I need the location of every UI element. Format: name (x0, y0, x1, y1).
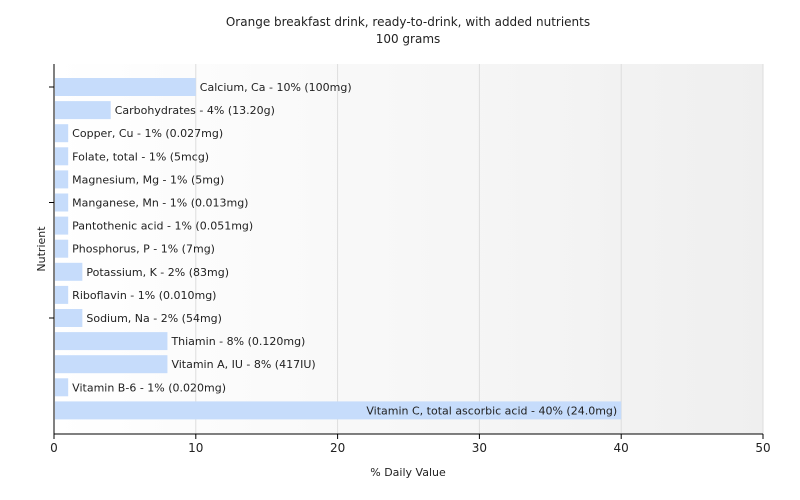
bar-label: Copper, Cu - 1% (0.027mg) (72, 127, 223, 140)
bar-label: Vitamin C, total ascorbic acid - 40% (24… (366, 404, 617, 417)
bar (55, 262, 83, 281)
bar (55, 101, 111, 120)
bar-label: Sodium, Na - 2% (54mg) (86, 312, 222, 325)
bar (55, 355, 168, 374)
bar-label: Carbohydrates - 4% (13.20g) (115, 104, 275, 117)
bar-label: Pantothenic acid - 1% (0.051mg) (72, 220, 253, 233)
chart-subtitle: 100 grams (375, 32, 441, 46)
bar (55, 239, 69, 258)
bar (55, 193, 69, 212)
bar (55, 285, 69, 304)
bar (55, 78, 196, 96)
bars: Calcium, Ca - 10% (100mg) Carbohydrates -… (55, 78, 622, 420)
plot-background (54, 64, 763, 434)
bar-label: Vitamin B-6 - 1% (0.020mg) (72, 381, 226, 394)
bar (55, 216, 69, 235)
chart-title: Orange breakfast drink, ready-to-drink, … (0, 14, 800, 48)
x-tick-label: 40 (614, 441, 629, 455)
x-tick-label: 50 (755, 441, 770, 455)
bar (55, 170, 69, 189)
bar (55, 401, 622, 420)
bar-label: Riboflavin - 1% (0.010mg) (72, 289, 216, 302)
bar (55, 309, 83, 327)
y-axis-title: Nutrient (35, 226, 48, 272)
x-axis-title: % Daily Value (370, 466, 446, 479)
x-tick-label: 30 (472, 441, 487, 455)
x-tick-label: 0 (50, 441, 58, 455)
axes: 0 10 20 30 40 50 (49, 64, 771, 455)
grid-lines (195, 64, 764, 434)
x-tick-label: 10 (188, 441, 203, 455)
bar-label: Thiamin - 8% (0.120mg) (170, 335, 305, 348)
bar-label: Magnesium, Mg - 1% (5mg) (72, 173, 224, 186)
bar (55, 378, 69, 397)
bar (55, 332, 168, 351)
bar (55, 124, 69, 143)
bar-label: Manganese, Mn - 1% (0.013mg) (72, 197, 248, 210)
x-tick-label: 20 (330, 441, 345, 455)
bar (55, 147, 69, 166)
bar-label: Folate, total - 1% (5mcg) (72, 150, 209, 163)
bar-label: Potassium, K - 2% (83mg) (86, 266, 229, 279)
bar-label: Phosphorus, P - 1% (7mg) (72, 243, 215, 256)
chart-title-line: Orange breakfast drink, ready-to-drink, … (225, 15, 591, 29)
bar-label: Vitamin A, IU - 8% (417IU) (171, 358, 315, 371)
bar-label: Calcium, Ca - 10% (100mg) (200, 81, 352, 94)
